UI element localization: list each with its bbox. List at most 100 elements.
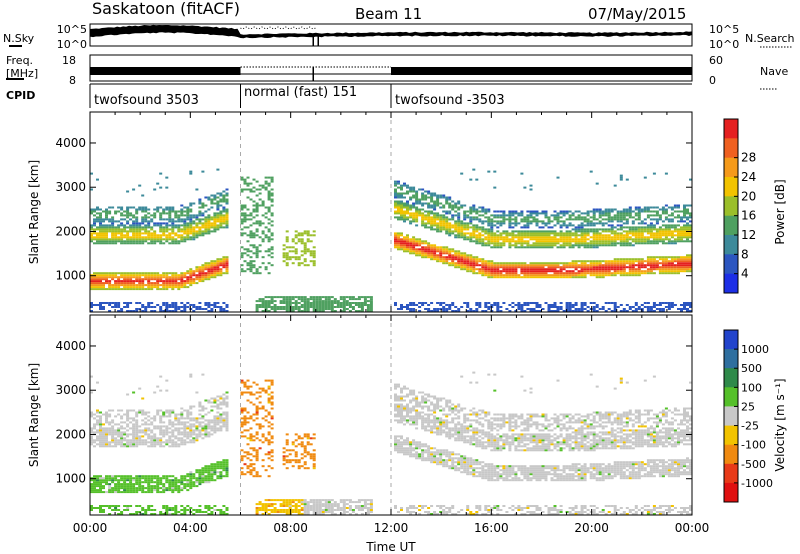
power-cell bbox=[397, 248, 400, 251]
power-cell bbox=[207, 216, 211, 219]
power-cell bbox=[583, 262, 587, 265]
power-cell bbox=[195, 216, 199, 219]
velocity-cell bbox=[144, 413, 148, 416]
power-cell bbox=[535, 240, 539, 243]
power-cell bbox=[198, 234, 202, 237]
power-cell bbox=[466, 302, 470, 304]
power-cell bbox=[288, 300, 292, 303]
power-cell bbox=[535, 222, 539, 225]
power-cell bbox=[556, 242, 560, 245]
power-cell bbox=[412, 252, 416, 255]
power-cell bbox=[216, 260, 220, 263]
power-cell bbox=[249, 244, 253, 247]
power-cell bbox=[628, 228, 632, 231]
power-cell bbox=[412, 196, 416, 199]
power-cell bbox=[565, 266, 569, 269]
power-cell bbox=[667, 272, 671, 275]
power-cell bbox=[162, 234, 166, 237]
velocity-cell bbox=[96, 429, 99, 432]
power-cell bbox=[577, 308, 581, 310]
power-cell bbox=[436, 218, 440, 221]
colorbar-swatch bbox=[724, 196, 738, 217]
power-cell bbox=[502, 244, 506, 247]
power-cell bbox=[327, 308, 331, 310]
power-cell bbox=[207, 262, 211, 265]
power-cell bbox=[418, 202, 422, 205]
power-cell bbox=[493, 242, 497, 245]
power-cell bbox=[658, 268, 662, 271]
power-cell bbox=[210, 216, 214, 219]
power-cell bbox=[114, 284, 118, 287]
power-cell bbox=[159, 186, 163, 189]
power-cell bbox=[664, 218, 668, 221]
power-cell bbox=[300, 298, 304, 301]
power-cell bbox=[529, 244, 533, 247]
nsearch-label: N.Search bbox=[745, 32, 795, 45]
power-cell bbox=[649, 310, 653, 312]
power-cell bbox=[655, 230, 659, 233]
power-cell bbox=[463, 252, 467, 255]
power-cell bbox=[192, 228, 196, 231]
colorbar-tick-label: 24 bbox=[741, 170, 756, 184]
velocity-cell bbox=[120, 491, 124, 494]
power-cell bbox=[487, 238, 491, 241]
power-cell bbox=[93, 304, 96, 306]
power-cell bbox=[439, 206, 443, 209]
power-cell bbox=[631, 272, 635, 275]
power-cell bbox=[219, 216, 223, 219]
power-cell bbox=[562, 232, 566, 235]
colorbar-frame bbox=[723, 118, 739, 294]
power-cell bbox=[553, 264, 557, 267]
power-cell bbox=[466, 228, 470, 231]
power-cell bbox=[664, 204, 668, 207]
velocity-cell bbox=[123, 483, 127, 486]
power-cell bbox=[508, 310, 512, 312]
power-cell bbox=[553, 272, 557, 275]
power-cell bbox=[406, 240, 409, 243]
power-cell bbox=[351, 302, 355, 304]
power-cell bbox=[102, 284, 105, 287]
power-cell bbox=[628, 244, 632, 247]
power-cell bbox=[174, 274, 178, 277]
velocity-cell bbox=[99, 427, 102, 430]
power-cell bbox=[559, 270, 563, 273]
power-cell bbox=[472, 218, 476, 221]
power-cell bbox=[312, 306, 316, 308]
power-cell bbox=[424, 248, 428, 251]
velocity-cell bbox=[174, 505, 178, 507]
power-cell bbox=[592, 306, 596, 308]
velocity-cell bbox=[180, 439, 184, 442]
power-cell bbox=[210, 200, 214, 203]
power-cell bbox=[255, 188, 259, 191]
power-cell bbox=[640, 260, 644, 263]
power-cell bbox=[93, 208, 96, 211]
power-cell bbox=[622, 234, 626, 237]
power-cell bbox=[680, 264, 683, 267]
power-cell bbox=[90, 288, 93, 291]
velocity-cell bbox=[105, 505, 108, 507]
power-cell bbox=[451, 230, 455, 233]
power-cell bbox=[547, 230, 551, 233]
power-cell bbox=[454, 210, 458, 213]
power-cell bbox=[264, 226, 268, 229]
power-cell bbox=[240, 178, 244, 181]
power-cell bbox=[207, 264, 211, 267]
power-cell bbox=[264, 250, 268, 253]
power-cell bbox=[514, 234, 518, 237]
power-cell bbox=[102, 234, 105, 237]
power-cell bbox=[201, 308, 205, 310]
power-cell bbox=[400, 200, 403, 203]
power-cell bbox=[400, 242, 403, 245]
power-cell bbox=[165, 284, 169, 287]
power-cell bbox=[433, 258, 437, 261]
power-cell bbox=[658, 240, 662, 243]
power-cell bbox=[592, 272, 596, 275]
power-cell bbox=[219, 264, 223, 267]
power-cell bbox=[412, 236, 416, 239]
power-cell bbox=[252, 210, 256, 213]
power-cell bbox=[550, 276, 554, 279]
power-cell bbox=[677, 210, 680, 213]
power-cell bbox=[105, 224, 108, 227]
power-cell bbox=[418, 248, 422, 251]
power-cell bbox=[394, 204, 397, 207]
